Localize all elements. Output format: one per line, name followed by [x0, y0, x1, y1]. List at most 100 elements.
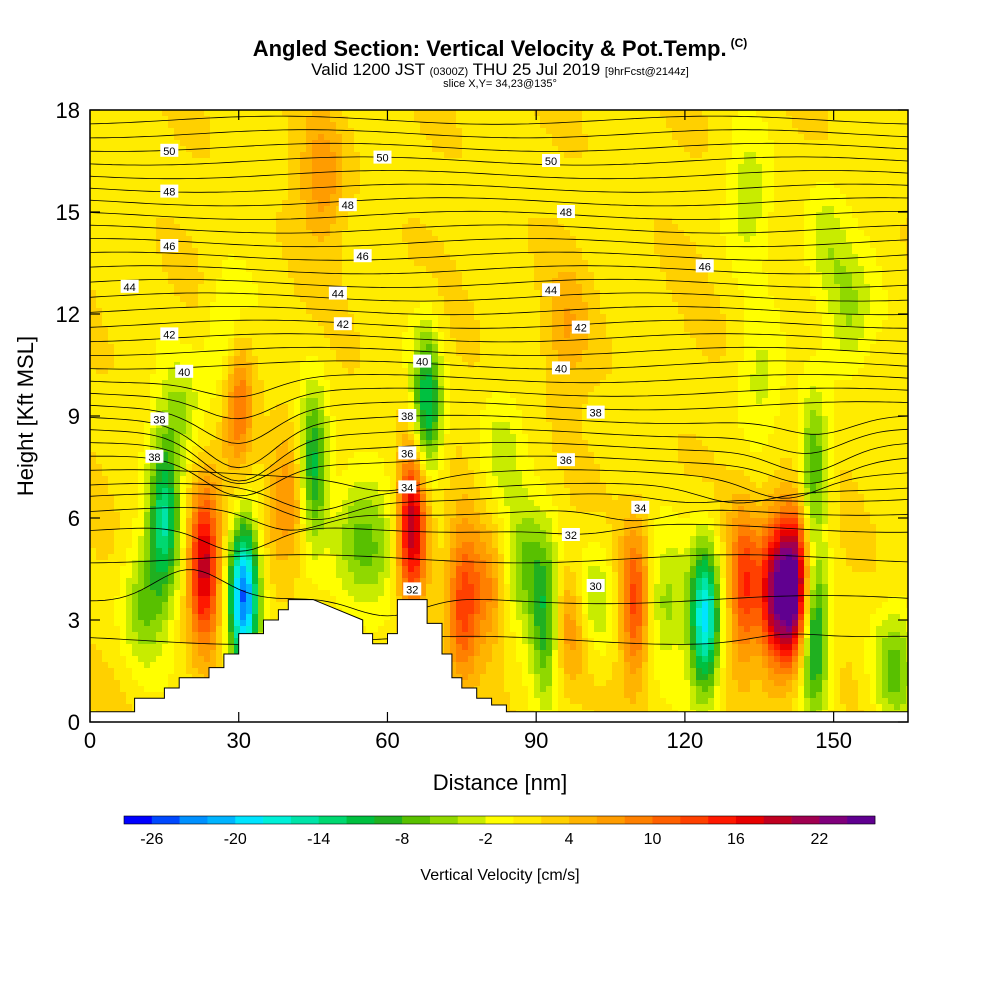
velocity-cell: [600, 236, 607, 243]
velocity-cell: [372, 302, 379, 309]
velocity-cell: [216, 266, 223, 273]
velocity-cell: [276, 242, 283, 249]
velocity-cell: [372, 260, 379, 267]
velocity-cell: [480, 224, 487, 231]
velocity-cell: [318, 164, 325, 171]
velocity-cell: [192, 320, 199, 327]
velocity-cell: [426, 140, 433, 147]
velocity-cell: [756, 308, 763, 315]
velocity-cell: [462, 260, 469, 267]
velocity-cell: [876, 146, 883, 153]
velocity-cell: [534, 176, 541, 183]
velocity-cell: [708, 164, 715, 171]
velocity-cell: [816, 296, 823, 303]
velocity-cell: [762, 236, 769, 243]
velocity-cell: [156, 278, 163, 285]
velocity-cell: [126, 164, 133, 171]
velocity-cell: [864, 248, 871, 255]
velocity-cell: [444, 122, 451, 129]
velocity-cell: [660, 170, 667, 177]
velocity-cell: [594, 242, 601, 249]
velocity-cell: [360, 170, 367, 177]
velocity-cell: [348, 212, 355, 219]
velocity-cell: [378, 260, 385, 267]
velocity-cell: [360, 110, 367, 117]
velocity-cell: [816, 290, 823, 297]
velocity-cell: [450, 308, 457, 315]
velocity-cell: [864, 224, 871, 231]
velocity-cell: [816, 260, 823, 267]
velocity-cell: [858, 272, 865, 279]
velocity-cell: [426, 266, 433, 273]
velocity-cell: [114, 260, 121, 267]
velocity-cell: [660, 242, 667, 249]
velocity-cell: [498, 278, 505, 285]
velocity-cell: [546, 194, 553, 201]
velocity-cell: [606, 248, 613, 255]
velocity-cell: [798, 302, 805, 309]
velocity-cell: [882, 176, 889, 183]
velocity-cell: [402, 278, 409, 285]
velocity-cell: [690, 212, 697, 219]
velocity-cell: [564, 308, 571, 315]
velocity-cell: [876, 188, 883, 195]
velocity-cell: [126, 230, 133, 237]
velocity-cell: [120, 128, 127, 135]
velocity-cell: [102, 152, 109, 159]
velocity-cell: [204, 164, 211, 171]
velocity-cell: [636, 206, 643, 213]
velocity-cell: [516, 158, 523, 165]
velocity-cell: [798, 158, 805, 165]
velocity-cell: [300, 242, 307, 249]
velocity-cell: [648, 164, 655, 171]
velocity-cell: [480, 182, 487, 189]
velocity-cell: [192, 182, 199, 189]
velocity-cell: [696, 200, 703, 207]
velocity-cell: [204, 302, 211, 309]
velocity-cell: [726, 296, 733, 303]
velocity-cell: [228, 116, 235, 123]
velocity-cell: [360, 164, 367, 171]
velocity-cell: [462, 242, 469, 249]
velocity-cell: [840, 266, 847, 273]
velocity-cell: [882, 146, 889, 153]
velocity-cell: [108, 230, 115, 237]
velocity-cell: [774, 176, 781, 183]
velocity-cell: [294, 170, 301, 177]
velocity-cell: [498, 158, 505, 165]
velocity-cell: [720, 206, 727, 213]
velocity-cell: [828, 116, 835, 123]
velocity-cell: [846, 236, 853, 243]
velocity-cell: [420, 134, 427, 141]
velocity-cell: [654, 134, 661, 141]
velocity-cell: [306, 326, 313, 333]
velocity-cell: [900, 320, 907, 327]
velocity-cell: [474, 140, 481, 147]
velocity-cell: [492, 128, 499, 135]
velocity-cell: [396, 320, 403, 327]
velocity-cell: [744, 146, 751, 153]
velocity-cell: [828, 260, 835, 267]
velocity-cell: [366, 110, 373, 117]
velocity-cell: [546, 272, 553, 279]
velocity-cell: [588, 200, 595, 207]
velocity-cell: [126, 320, 133, 327]
velocity-cell: [120, 266, 127, 273]
velocity-cell: [318, 266, 325, 273]
velocity-cell: [138, 110, 145, 117]
velocity-cell: [522, 200, 529, 207]
velocity-cell: [162, 254, 169, 261]
velocity-cell: [366, 164, 373, 171]
velocity-cell: [864, 272, 871, 279]
velocity-cell: [888, 200, 895, 207]
velocity-cell: [318, 194, 325, 201]
velocity-cell: [810, 266, 817, 273]
velocity-cell: [522, 272, 529, 279]
velocity-cell: [792, 272, 799, 279]
velocity-cell: [228, 248, 235, 255]
velocity-cell: [852, 230, 859, 237]
velocity-cell: [594, 128, 601, 135]
velocity-cell: [894, 242, 901, 249]
velocity-cell: [258, 284, 265, 291]
velocity-cell: [234, 200, 241, 207]
